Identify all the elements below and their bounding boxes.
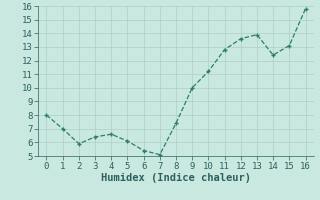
X-axis label: Humidex (Indice chaleur): Humidex (Indice chaleur) [101, 173, 251, 183]
